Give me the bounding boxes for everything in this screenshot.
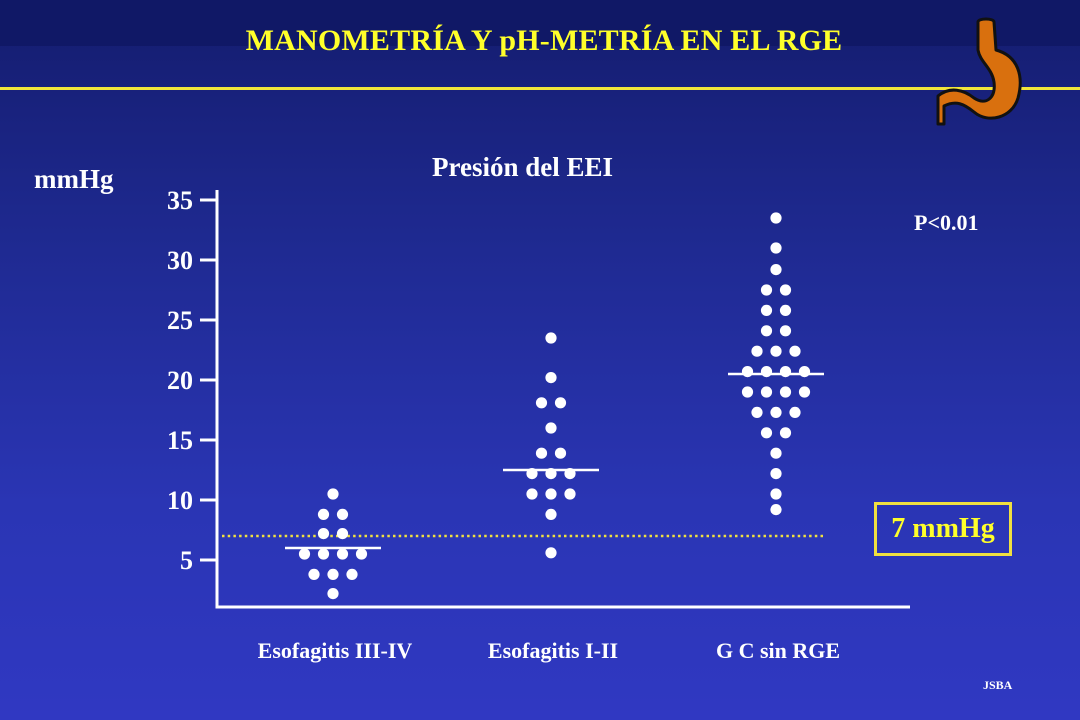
data-point bbox=[798, 366, 811, 378]
data-point bbox=[770, 468, 782, 480]
data-point bbox=[526, 488, 538, 500]
data-point bbox=[779, 325, 792, 337]
y-tick-label-10: 10 bbox=[167, 486, 193, 515]
y-axis-label: mmHg bbox=[34, 164, 114, 194]
title-divider bbox=[0, 87, 1080, 90]
slide-title: MANOMETRÍA Y pH-METRÍA EN EL RGE bbox=[245, 24, 843, 57]
data-point bbox=[545, 488, 557, 500]
data-point bbox=[564, 488, 576, 500]
y-tick-label-20: 20 bbox=[167, 366, 193, 395]
data-point bbox=[770, 504, 782, 516]
data-point bbox=[760, 386, 773, 398]
p-value-annotation: P<0.01 bbox=[914, 210, 979, 235]
data-point bbox=[327, 568, 339, 581]
data-point bbox=[779, 284, 792, 296]
data-point bbox=[770, 447, 782, 459]
x-category-label-1: Esofagitis III-IV bbox=[258, 638, 413, 663]
data-point bbox=[770, 406, 782, 418]
data-point bbox=[355, 548, 368, 560]
data-point bbox=[770, 488, 782, 500]
data-point bbox=[336, 508, 349, 520]
data-point bbox=[545, 372, 557, 384]
data-point bbox=[554, 397, 567, 409]
data-point bbox=[535, 397, 548, 409]
data-point bbox=[789, 345, 801, 357]
y-tick-label-30: 30 bbox=[167, 246, 193, 275]
data-point bbox=[770, 345, 782, 357]
data-point bbox=[327, 488, 339, 500]
chart-title: Presión del EEI bbox=[432, 152, 614, 182]
data-point bbox=[760, 304, 773, 316]
data-point bbox=[779, 366, 792, 378]
threshold-label-box: 7 mmHg bbox=[874, 502, 1012, 556]
data-point bbox=[545, 332, 557, 344]
y-tick-label-35: 35 bbox=[167, 186, 193, 215]
data-point bbox=[760, 284, 773, 296]
data-point bbox=[308, 568, 320, 581]
data-point bbox=[317, 508, 330, 520]
data-point bbox=[751, 345, 763, 357]
x-category-label-2: Esofagitis I-II bbox=[488, 638, 618, 663]
data-point bbox=[545, 508, 557, 520]
data-point bbox=[779, 304, 792, 316]
data-point bbox=[770, 264, 782, 276]
data-point bbox=[336, 528, 349, 540]
data-point bbox=[798, 386, 811, 398]
data-point bbox=[535, 447, 548, 459]
data-point bbox=[327, 588, 339, 600]
data-point bbox=[770, 212, 782, 224]
x-category-label-3: G C sin RGE bbox=[716, 638, 840, 663]
data-point bbox=[741, 366, 754, 378]
data-point bbox=[789, 406, 801, 418]
data-point bbox=[317, 528, 330, 540]
y-tick-label-25: 25 bbox=[167, 306, 193, 335]
y-tick-label-5: 5 bbox=[180, 546, 193, 575]
data-point bbox=[760, 366, 773, 378]
data-point bbox=[545, 422, 557, 434]
data-point bbox=[317, 548, 330, 560]
stomach-icon bbox=[936, 17, 1022, 126]
y-tick-label-15: 15 bbox=[167, 426, 193, 455]
data-point bbox=[770, 242, 782, 254]
data-point bbox=[346, 568, 358, 581]
data-point bbox=[545, 547, 557, 559]
data-point bbox=[779, 386, 792, 398]
data-point bbox=[779, 427, 792, 439]
data-point bbox=[741, 386, 754, 398]
data-point bbox=[751, 406, 763, 418]
footer-credit: JSBA bbox=[983, 678, 1013, 692]
data-point bbox=[760, 325, 773, 337]
data-point bbox=[760, 427, 773, 439]
data-point bbox=[336, 548, 349, 560]
header-band bbox=[0, 0, 1080, 46]
data-point bbox=[298, 548, 311, 560]
data-point bbox=[554, 447, 567, 459]
threshold-label: 7 mmHg bbox=[891, 513, 995, 544]
